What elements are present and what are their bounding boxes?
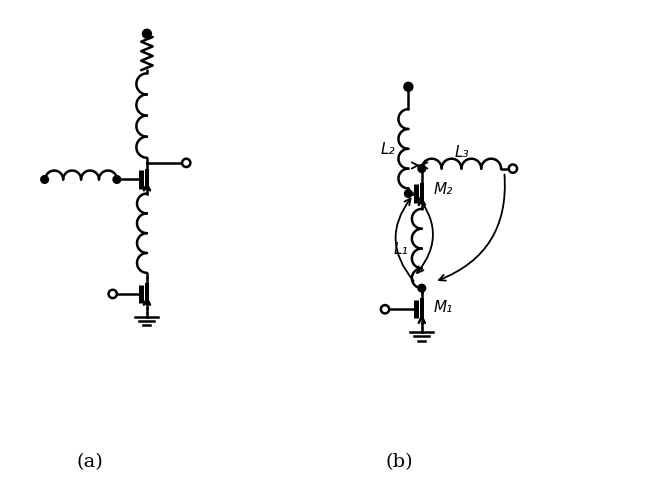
Circle shape [41, 176, 48, 184]
Circle shape [381, 305, 389, 314]
Text: M₂: M₂ [433, 182, 452, 197]
Text: L₂: L₂ [380, 142, 395, 157]
Text: L₁: L₁ [394, 242, 409, 257]
Text: M₁: M₁ [433, 299, 452, 314]
Circle shape [113, 176, 121, 184]
Circle shape [405, 190, 412, 198]
Circle shape [509, 165, 517, 173]
Circle shape [182, 159, 191, 167]
Circle shape [142, 30, 152, 39]
Text: L₃: L₃ [454, 145, 469, 160]
Circle shape [418, 285, 425, 292]
Text: (b): (b) [386, 452, 413, 470]
Text: (a): (a) [76, 452, 103, 470]
Circle shape [404, 83, 413, 92]
Circle shape [109, 290, 117, 299]
Circle shape [418, 166, 425, 173]
